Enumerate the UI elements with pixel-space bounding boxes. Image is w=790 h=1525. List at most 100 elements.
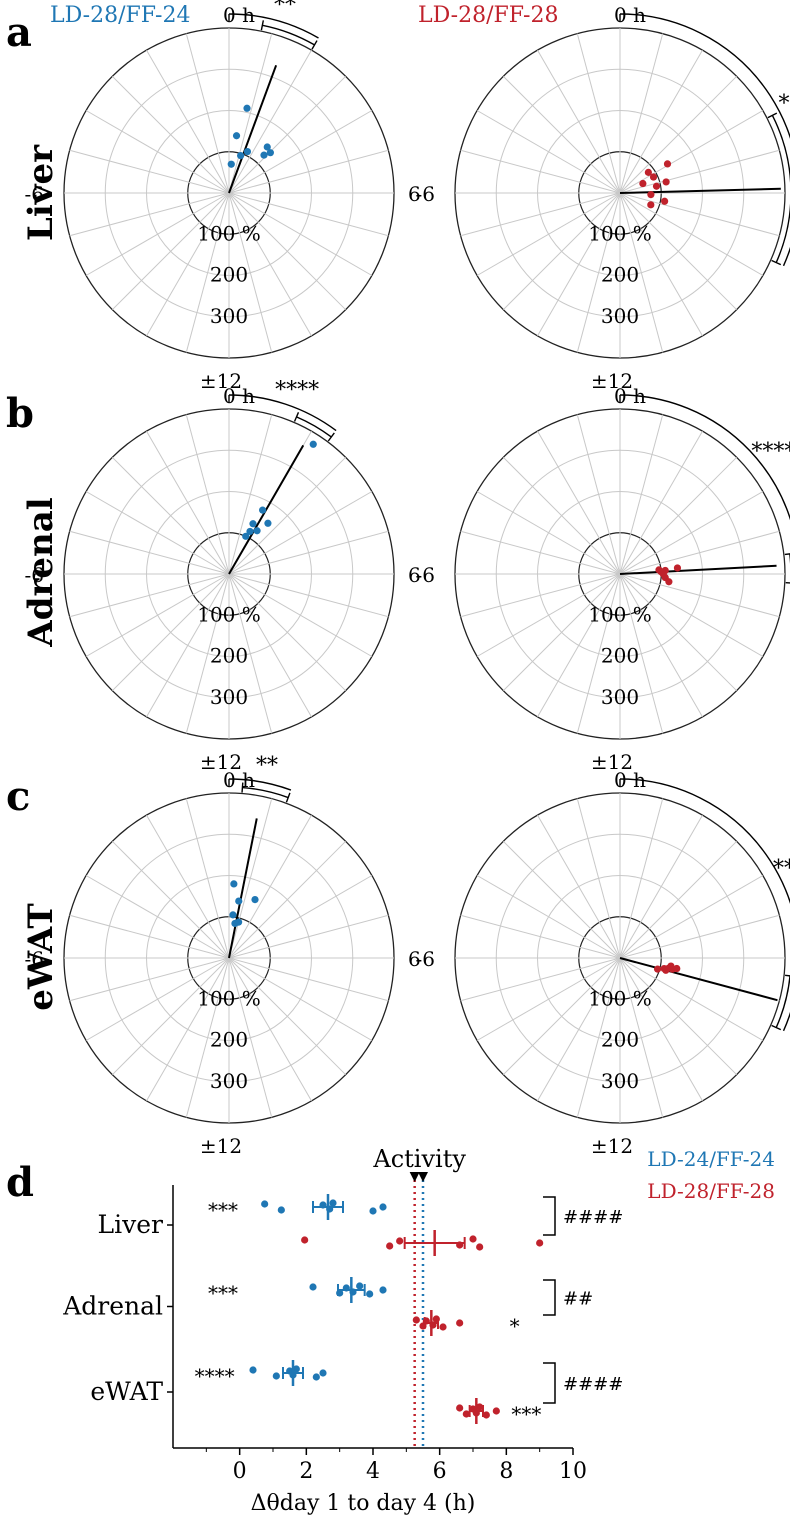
grid-spoke xyxy=(476,573,621,657)
panel-letter-b: b xyxy=(6,390,34,437)
grid-spoke xyxy=(111,456,230,575)
data-point xyxy=(329,1199,337,1207)
data-point xyxy=(249,520,257,528)
panel-letter-c: c xyxy=(6,773,30,820)
data-point xyxy=(665,578,673,586)
grid-spoke xyxy=(576,798,621,959)
significance-stars: *** xyxy=(779,92,790,117)
label-12: ±12 xyxy=(200,750,242,774)
data-point xyxy=(469,1235,477,1243)
grid-spoke xyxy=(228,192,347,311)
label-minus6: -6 xyxy=(416,563,435,587)
grid-spoke xyxy=(69,957,230,1002)
group-liver-red xyxy=(301,1230,544,1256)
significance-arc xyxy=(619,394,790,521)
grid-spoke xyxy=(619,840,738,959)
data-point xyxy=(456,1404,464,1412)
radius-label: 100 % xyxy=(588,602,652,626)
radius-label: 200 xyxy=(601,263,639,287)
label-minus6: -6 xyxy=(416,182,435,206)
confidence-cap xyxy=(285,792,291,803)
grid-spoke xyxy=(228,957,347,1076)
grid-spoke xyxy=(619,530,780,575)
data-point xyxy=(653,965,662,973)
significance-stars: * xyxy=(510,1314,520,1338)
data-point xyxy=(476,1243,484,1251)
grid-spoke xyxy=(502,75,621,194)
grid-spoke xyxy=(476,110,621,194)
confidence-cap xyxy=(784,553,790,556)
radius-label: 300 xyxy=(210,304,248,328)
group-title-left: LD-28/FF-24 xyxy=(50,3,190,28)
label-minus6: -6 xyxy=(416,947,435,971)
confidence-cap xyxy=(241,782,244,793)
data-point xyxy=(263,143,271,151)
data-point xyxy=(319,1369,327,1377)
grid-spoke xyxy=(111,957,230,1076)
data-point xyxy=(647,201,655,209)
grid-spoke xyxy=(228,957,389,1002)
grid-spoke xyxy=(111,75,230,194)
phase-shift-plot: 0 2 4 6 8 10 Δθday 1 to day 4 (h) Liver Adrenal e… xyxy=(62,1145,775,1516)
data-point xyxy=(260,151,268,159)
grid-spoke xyxy=(619,573,780,618)
data-point xyxy=(266,149,274,157)
significance-stars: *** xyxy=(511,1402,541,1426)
grid-spoke xyxy=(619,75,738,194)
significance-stars: *** xyxy=(208,1281,238,1305)
data-point xyxy=(243,147,252,156)
grid-spoke xyxy=(85,491,230,575)
grid-spoke xyxy=(619,573,664,734)
group-ewat-blue: **** xyxy=(195,1360,327,1388)
grid-spoke xyxy=(228,957,312,1102)
data-point xyxy=(277,1206,285,1214)
grid-spoke xyxy=(502,573,621,692)
grid-spoke xyxy=(476,491,621,575)
grid-spoke xyxy=(619,957,738,1076)
significance-stars: **** xyxy=(773,857,790,882)
confidence-cap xyxy=(260,20,265,31)
grid-spoke xyxy=(228,875,373,959)
grid-spoke xyxy=(619,110,764,194)
category-label: Liver xyxy=(98,1210,164,1239)
grid-spoke xyxy=(576,192,621,353)
grid-spoke xyxy=(85,573,230,657)
grid-spoke xyxy=(619,491,764,575)
grid-spoke xyxy=(537,430,621,575)
x-tick-label: 0 xyxy=(233,1459,247,1484)
data-point xyxy=(673,964,681,973)
radius-label: 100 % xyxy=(588,221,652,245)
confidence-arc xyxy=(771,115,790,263)
grid-spoke xyxy=(476,192,621,276)
x-tick-label: 4 xyxy=(366,1459,380,1484)
data-point xyxy=(644,168,652,176)
grid-spoke xyxy=(502,456,621,575)
grid-spoke xyxy=(619,192,664,353)
data-point xyxy=(230,880,238,888)
grid-spoke xyxy=(185,573,230,734)
grid-spoke xyxy=(228,75,347,194)
group-title-right: LD-28/FF-28 xyxy=(418,3,558,28)
data-point xyxy=(232,132,241,140)
between-group-sig: #### xyxy=(563,1374,623,1395)
grid-spoke xyxy=(576,414,621,575)
grid-spoke xyxy=(69,530,230,575)
confidence-cap xyxy=(785,581,790,584)
label-6: 6 xyxy=(408,563,421,587)
data-point xyxy=(673,564,682,572)
significance-arc xyxy=(228,778,292,791)
data-point xyxy=(309,1283,317,1291)
grid-spoke xyxy=(619,192,764,276)
grid-spoke xyxy=(69,192,230,237)
data-point xyxy=(272,1372,280,1380)
data-point xyxy=(456,1319,464,1327)
grid-spoke xyxy=(228,840,347,959)
data-point xyxy=(396,1237,404,1245)
label-12: ±12 xyxy=(200,1134,242,1158)
data-point xyxy=(229,911,237,919)
data-point xyxy=(369,1207,377,1215)
grid-spoke xyxy=(146,814,230,959)
grid-spoke xyxy=(146,430,230,575)
